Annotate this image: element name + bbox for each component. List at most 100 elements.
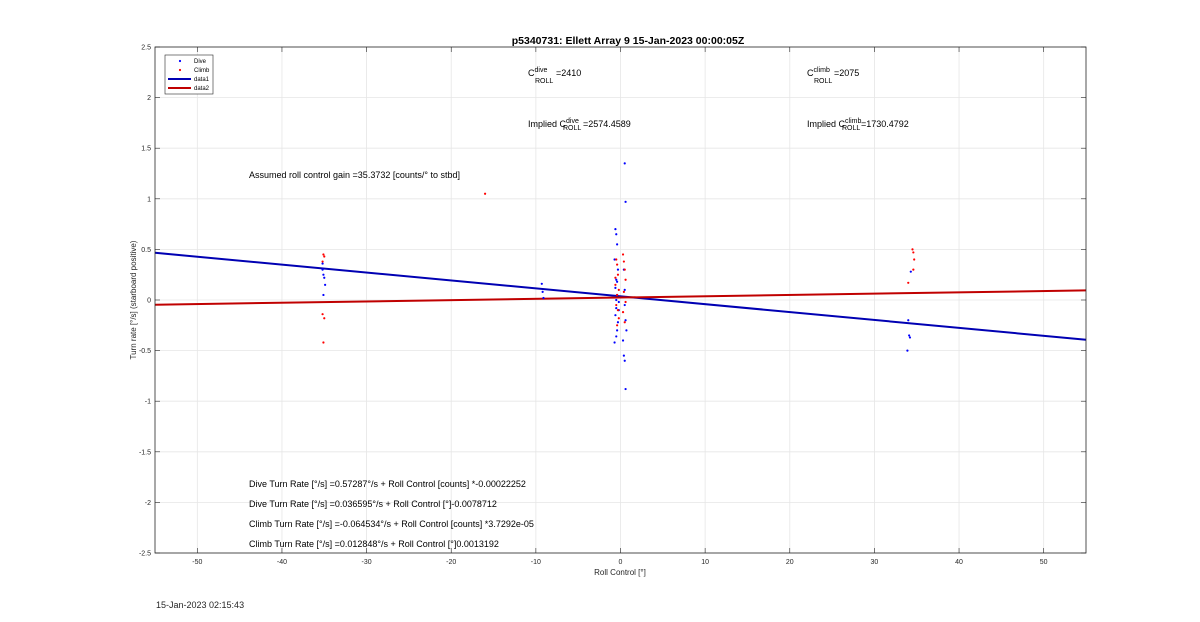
data-points [321,162,916,391]
climb-point [907,281,910,284]
climb-point [912,268,915,271]
c-dive-annotation: Cdive ROLL =2410 [528,67,581,85]
dive-point [623,359,626,362]
dive-point [624,387,627,391]
c-climb-annotation: Cclimb ROLL =2075 [807,67,859,85]
dive-point [614,228,617,231]
climb-point [615,303,618,307]
dive-point [542,296,545,300]
x-tick-label: 50 [1040,559,1048,566]
dive-point [616,321,620,324]
y-tick-label: 0.5 [141,247,151,254]
implied-climb-annotation: Implied Cclimb ROLL =1730.4792 [807,118,909,132]
c-climb-sub: ROLL [814,78,832,85]
dive-point [615,335,618,338]
dive-point [622,354,625,357]
climb-point [617,317,620,320]
implied-dive-sub: ROLL [563,125,581,132]
c-dive-sub: ROLL [535,78,553,85]
climb-point [616,324,619,327]
dive-point [624,319,627,322]
dive-point [623,288,626,291]
dive-point [625,329,628,332]
x-tick-label: 20 [786,559,794,566]
implied-climb-value: =1730.4792 [861,119,909,129]
dive-point [613,258,616,261]
dive-point [615,233,618,236]
y-tick-label: -2 [145,500,151,507]
dive-point [613,341,616,344]
dive-point [624,200,627,203]
implied-dive-sup: dive [566,118,579,125]
fit-lines [154,251,1087,341]
c-dive-prefix: C [528,68,535,78]
dive-fit-counts-text: Dive Turn Rate [°/s] =0.57287°/s + Roll … [249,479,526,489]
implied-climb-sup: climb [845,118,861,125]
legend-marker [178,68,182,72]
dive-fit-deg-text: Dive Turn Rate [°/s] =0.036595°/s + Roll… [249,499,497,509]
climb-point [622,290,625,294]
x-tick-label: -20 [446,559,456,566]
y-tick-label: -1 [145,399,151,406]
climb-point [623,268,626,271]
dive-point [617,300,620,304]
dive-point [616,268,620,271]
x-tick-label: -40 [277,559,287,566]
y-tick-label: -0.5 [139,348,151,355]
x-tick-label: 10 [701,559,709,566]
dive-point [614,286,617,289]
climb-point [615,258,618,261]
data2-fit-line [154,289,1087,306]
y-tick-label: 1.5 [141,146,151,153]
c-dive-value: =2410 [556,68,581,78]
climb-point [911,248,914,251]
y-tick-label: -2.5 [139,551,151,558]
dive-point [541,290,544,294]
tick-labels: -50 -40 -30 -20 -10 0 10 20 30 40 50-2.5-2-1.5-1-0… [139,45,1086,566]
implied-climb-prefix: Implied C [807,119,846,129]
c-climb-value: =2075 [834,68,859,78]
data1-fit-line [154,251,1087,341]
dive-point [615,298,618,302]
dive-point [322,273,325,276]
dive-point [906,349,909,352]
climb-fit-counts-text: Climb Turn Rate [°/s] =-0.064534°/s + Ro… [249,519,534,529]
climb-point [616,293,619,297]
climb-point [321,260,324,263]
x-tick-label: 30 [871,559,879,566]
x-tick-label: -50 [192,559,202,566]
dive-point [907,319,910,322]
climb-point [623,321,626,324]
climb-fit-deg-text: Climb Turn Rate [°/s] =0.012848°/s + Rol… [249,539,499,549]
climb-point [624,278,627,281]
implied-dive-prefix: Implied C [528,119,567,129]
svg-text:Cclimb: Cclimb [807,67,830,78]
y-tick-label: 1 [147,196,151,203]
y-tick-label: -1.5 [139,449,151,456]
climb-point [614,276,617,279]
climb-point [912,251,915,254]
dive-point [322,293,325,297]
dive-point [616,329,619,332]
dive-point [908,336,912,339]
legend-label: Climb [194,68,210,74]
climb-point [323,317,326,320]
climb-point [624,300,627,304]
dive-point [623,162,626,165]
chart-title: p5340731: Ellett Array 9 15-Jan-2023 00:… [512,35,745,47]
climb-point [616,309,620,312]
dive-point [321,262,324,265]
climb-point [483,192,487,195]
svg-text:Implied Cclimb: Implied Cclimb [807,118,861,129]
legend: Dive Climb data1 data2 [164,54,214,95]
svg-text:Implied Cdive: Implied Cdive [528,118,579,129]
x-tick-label: 40 [955,559,963,566]
implied-climb-sub: ROLL [842,125,860,132]
dive-point [540,282,543,285]
x-axis-label: Roll Control [°] [594,568,646,577]
dive-point [909,270,912,273]
climb-point [322,341,325,344]
c-climb-prefix: C [807,68,814,78]
dive-point [321,268,324,271]
